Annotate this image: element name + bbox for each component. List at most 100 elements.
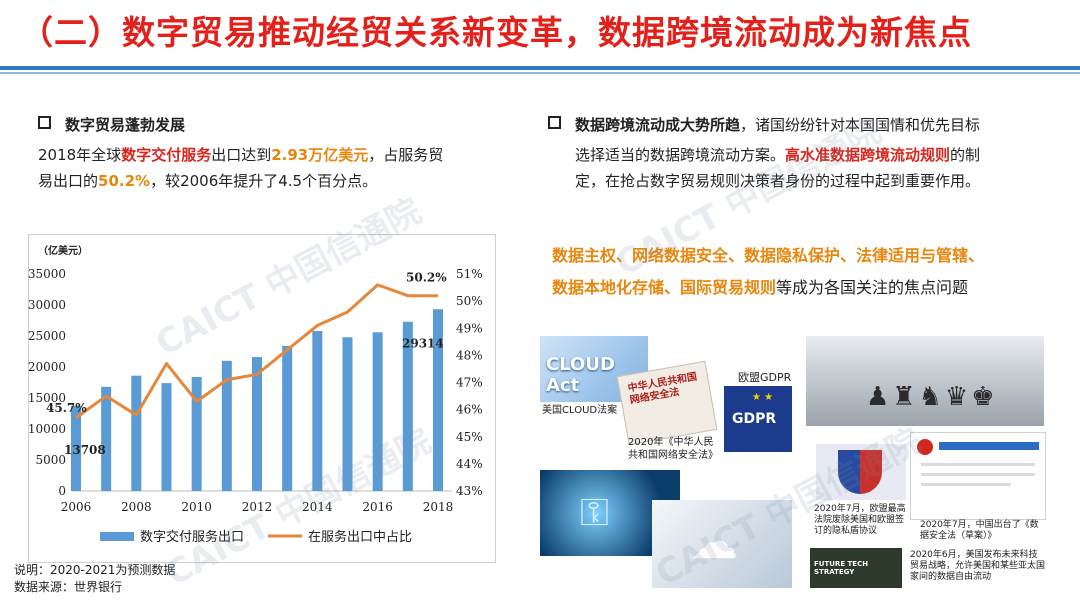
y-tick-label: 10000 [28,422,66,436]
y2-tick-label: 50% [456,294,483,308]
y2-tick-label: 46% [456,403,483,417]
right-text: 选择适当的数据跨境流动方案。 [575,146,786,164]
bar [312,331,323,491]
doc-line [921,483,1011,486]
title-rule-thin [0,72,1080,74]
bar [282,345,293,491]
square-bullet-icon [548,116,561,129]
emblem-icon [917,439,933,455]
us-strategy-caption: 2020年6月，美国发布未来科技贸易战略，允许美国和某些亚太国家间的数据自由流动 [910,550,1046,582]
y2-tick-label: 43% [456,484,483,498]
x-tick-label: 2010 [181,500,212,514]
chart-note: 说明：2020-2021为预测数据 数据来源：世界银行 [14,562,175,596]
right-heading: 数据跨境流动成大势所趋 [575,116,741,134]
left-value: 2.93万亿美元 [271,146,369,164]
cloud-act-caption: 美国CLOUD法案 [542,405,618,416]
y-tick-label: 5000 [35,453,66,467]
left-text: 易出口的 [38,172,99,190]
left-highlight: 数字交付服务 [121,146,212,164]
bar-data-label: 13708 [64,443,106,457]
note-line: 说明：2020-2021为预测数据 [14,563,176,577]
key-icon: ⚿ [580,490,609,534]
gdpr-text: GDPR [732,411,777,427]
square-bullet-icon [38,116,51,129]
right-text: 的制 [950,146,981,164]
y2-tick-label: 49% [456,321,483,335]
bar [131,375,142,491]
cloud-image: ☁ [652,500,792,588]
y-tick-label: 25000 [28,329,66,343]
y-tick-label: 20000 [28,360,66,374]
y2-tick-label: 44% [456,457,483,471]
x-tick-label: 2008 [121,500,152,514]
bar-data-label: 29314 [402,336,444,350]
china-law-caption: 2020年《中华人民共和国网络安全法》 [628,437,718,461]
focus-line: 数据本地化存储、国际贸易规则 [552,278,777,297]
x-tick-label: 2012 [242,500,273,514]
y-tick-label: 35000 [28,267,66,281]
y-tick-label: 30000 [28,298,66,312]
china-law-cover: 中华人民共和国网络安全法 [627,371,698,407]
page-title: （二）数字贸易推动经贸关系新变革，数据跨境流动成为新焦点 [20,13,972,52]
right-text: 定，在抢占数字贸易规则决策者身份的过程中起到重要作用。 [575,172,981,190]
line-data-label: 45.7% [46,401,87,415]
privacy-shield-image [816,444,906,500]
privacy-shield-caption: 2020年7月，欧盟最高法院废除美国和欧盟签订的隐私盾协议 [814,504,906,536]
bar [372,332,383,491]
bar [402,321,413,491]
data-security-image [910,432,1046,520]
x-tick-label: 2014 [302,500,333,514]
shield-icon [838,450,882,494]
future-tech-image: FUTURE TECH STRATEGY [810,548,902,588]
cloud-icon: ☁ [690,514,738,570]
bar [191,376,202,491]
gdpr-label: 欧盟GDPR [738,371,792,384]
y-tick-label: 15000 [28,391,66,405]
bar [221,360,232,491]
x-tick-label: 2016 [362,500,393,514]
bar [342,337,353,491]
focus-line: 数据主权、网络数据安全、数据隐私保护、法律适用与管辖、 [552,246,985,265]
y2-tick-label: 45% [456,430,483,444]
legend-line-label: 在服务出口中占比 [308,529,412,545]
bar [161,383,172,491]
right-text: ，诸国纷纷针对本国国情和优先目标 [740,116,981,134]
combo-chart: （亿美元） 0 5000 10000 15000 20000 25000 30000 35000… [28,244,483,545]
bar [101,386,112,491]
left-text: ，较2006年提升了4.5个百分点。 [150,172,378,190]
chess-pieces-icon: ♟♜♞♛♚ [866,382,998,412]
chess-image: ♟♜♞♛♚ [806,336,1044,426]
bar [71,406,81,491]
china-law-image: 中华人民共和国网络安全法 [616,360,718,446]
future-tech-text: FUTURE TECH STRATEGY [814,560,869,576]
legend-bar-label: 数字交付服务出口 [140,529,244,545]
y-axis-unit: （亿美元） [38,244,88,257]
gdpr-image: GDPR ★ ★ [724,386,792,452]
eu-stars-icon: ★ ★ [752,392,774,403]
doc-line [921,473,1035,476]
y-tick-label: 0 [58,484,66,498]
x-tick-label: 2018 [423,500,454,514]
ratio-line [75,283,438,419]
line-data-label: 50.2% [406,271,447,285]
legend-bar-swatch [100,532,134,541]
y2-tick-label: 51% [456,267,483,281]
left-value: 50.2% [98,172,151,190]
y2-tick-label: 47% [456,376,483,390]
right-bullet: 数据跨境流动成大势所趋，诸国纷纷针对本国国情和优先目标 选择适当的数据跨境流动方… [548,112,1068,194]
x-tick-label: 2006 [61,500,92,514]
doc-line [921,463,1035,466]
focus-tail: 等成为各国关注的焦点问题 [776,278,969,297]
title-rule [0,66,1080,70]
doc-header-bar [939,442,1039,450]
left-text: ，占服务贸 [368,146,444,164]
right-highlight: 高水准数据跨境流动规则 [785,146,951,164]
bar [433,309,443,491]
left-bullet: 数字贸易蓬勃发展 2018年全球数字交付服务出口达到2.93万亿美元，占服务贸 … [38,112,443,194]
focus-issues: 数据主权、网络数据安全、数据隐私保护、法律适用与管辖、 数据本地化存储、国际贸易… [552,240,984,304]
y2-tick-label: 48% [456,348,483,362]
note-line: 数据来源：世界银行 [14,580,123,594]
cloud-act-text: CLOUD Act [546,354,615,396]
left-text: 2018年全球 [38,146,122,164]
data-security-caption: 2020年7月，中国出台了《数据安全法（草案）》 [920,520,1039,541]
